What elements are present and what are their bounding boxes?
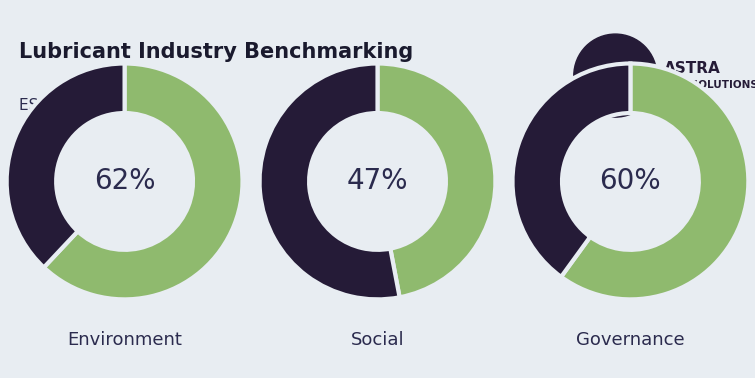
Wedge shape: [44, 64, 242, 299]
Text: 62%: 62%: [94, 167, 156, 195]
Text: 47%: 47%: [347, 167, 408, 195]
Text: ✦: ✦: [606, 67, 618, 81]
Text: Social: Social: [350, 331, 405, 349]
Text: Lubricant Industry Benchmarking: Lubricant Industry Benchmarking: [19, 42, 413, 62]
Wedge shape: [513, 64, 630, 277]
Wedge shape: [260, 64, 399, 299]
Wedge shape: [7, 64, 125, 267]
Wedge shape: [378, 64, 495, 297]
Ellipse shape: [574, 34, 657, 117]
Ellipse shape: [584, 86, 634, 111]
Text: Environment: Environment: [67, 331, 182, 349]
Text: 60%: 60%: [599, 167, 661, 195]
Text: ESG SOLUTIONS: ESG SOLUTIONS: [664, 80, 755, 90]
Text: ASTRA: ASTRA: [664, 60, 721, 76]
Wedge shape: [561, 64, 748, 299]
Text: ✦: ✦: [625, 75, 633, 84]
Text: ✦: ✦: [597, 82, 603, 88]
Text: ESG Disclosure Score: ESG Disclosure Score: [19, 98, 182, 113]
Text: Governance: Governance: [576, 331, 685, 349]
